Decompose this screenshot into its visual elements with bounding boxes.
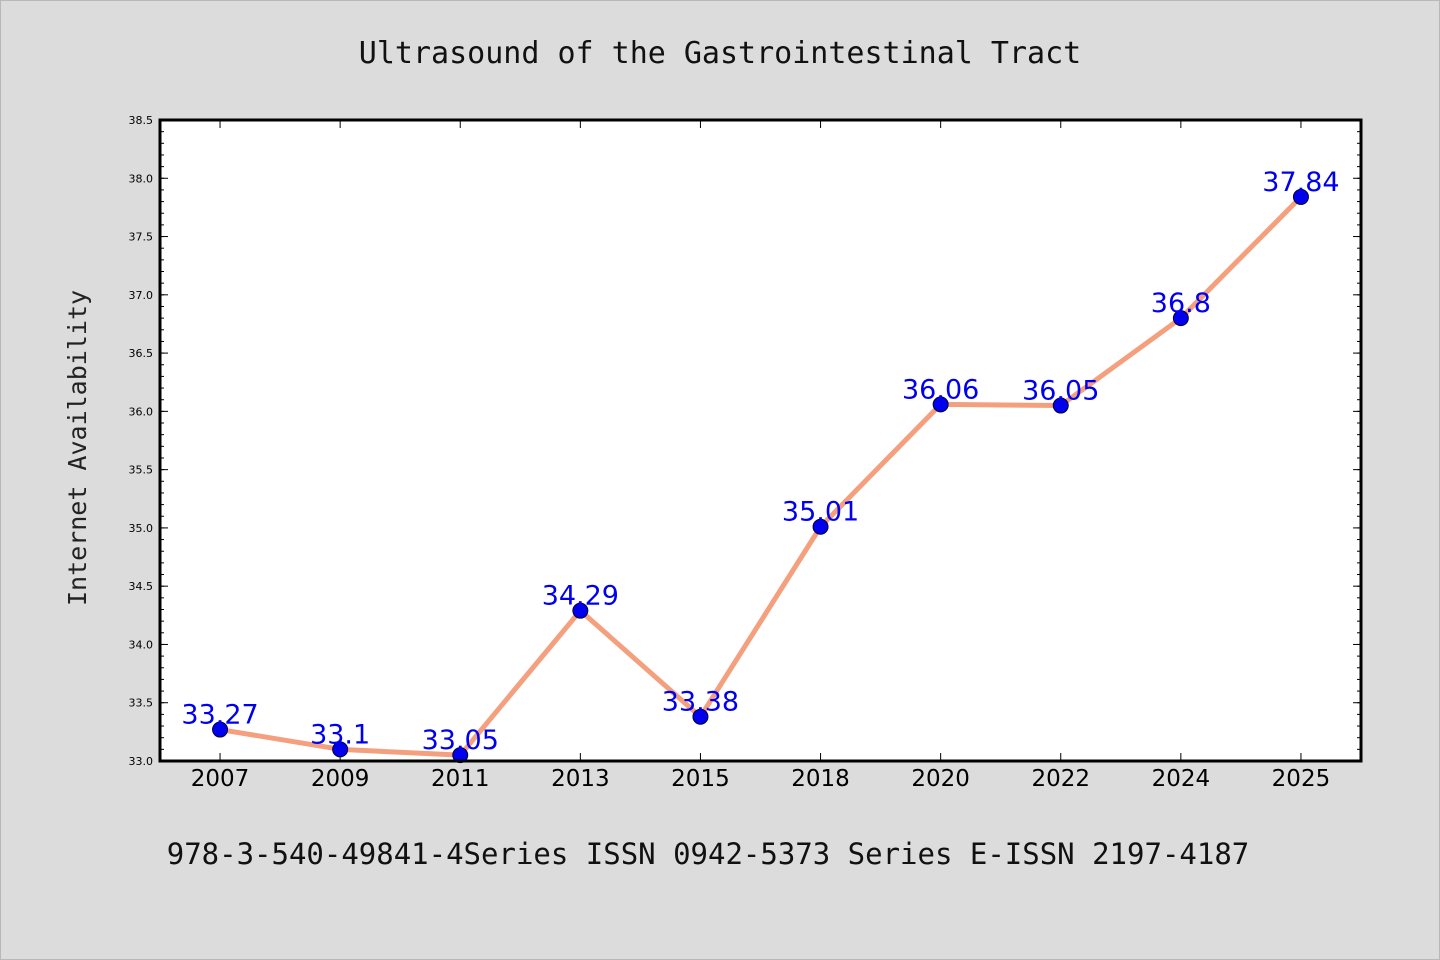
data-label: 35.01 bbox=[782, 497, 859, 528]
axis-ticks: 33.0 33.5 34.0 34.5 35.0 35.5 36.0 36.5 37.0 37.5… bbox=[129, 114, 1361, 792]
data-point bbox=[572, 602, 589, 619]
y-tick-label: 38.5 bbox=[129, 114, 154, 127]
y-tick-label: 36.0 bbox=[129, 405, 154, 418]
data-label: 33.05 bbox=[422, 725, 499, 756]
y-tick-label: 36.5 bbox=[129, 347, 154, 360]
x-tick-label: 2011 bbox=[431, 766, 490, 792]
data-point bbox=[932, 396, 949, 413]
x-tick-label: 2018 bbox=[791, 766, 850, 792]
x-tick-label: 2025 bbox=[1272, 766, 1331, 792]
data-label: 36.05 bbox=[1022, 376, 1099, 407]
x-tick-label: 2013 bbox=[551, 766, 610, 792]
y-axis-label: Internet Availability bbox=[63, 290, 92, 606]
data-label: 33.38 bbox=[662, 687, 739, 718]
data-point bbox=[812, 518, 829, 535]
data-label: 33.1 bbox=[310, 719, 370, 750]
x-tick-label: 2022 bbox=[1031, 766, 1090, 792]
data-labels: 33.27 33.1 33.05 34.29 33.38 35.01 36.06 36.05 3… bbox=[181, 167, 1339, 756]
data-label: 36.8 bbox=[1151, 288, 1211, 319]
x-tick-label: 2009 bbox=[311, 766, 370, 792]
y-tick-label: 34.5 bbox=[129, 580, 154, 593]
y-tick-label: 38.0 bbox=[129, 172, 154, 185]
data-label: 36.06 bbox=[902, 374, 979, 405]
data-point bbox=[1292, 188, 1309, 205]
data-point bbox=[452, 747, 469, 764]
x-tick-label: 2020 bbox=[911, 766, 970, 792]
y-tick-label: 37.0 bbox=[129, 289, 154, 302]
data-point bbox=[1052, 397, 1069, 414]
data-label: 37.84 bbox=[1262, 167, 1339, 198]
y-tick-label: 37.5 bbox=[129, 231, 154, 244]
x-tick-label: 2015 bbox=[671, 766, 730, 792]
data-point bbox=[332, 741, 349, 758]
data-point bbox=[1172, 310, 1189, 327]
y-tick-label: 33.0 bbox=[129, 755, 154, 768]
y-tick-label: 35.0 bbox=[129, 522, 154, 535]
data-label: 34.29 bbox=[542, 581, 619, 612]
x-tick-label: 2024 bbox=[1152, 766, 1211, 792]
x-tick-label: 2007 bbox=[191, 766, 250, 792]
y-tick-label: 33.5 bbox=[129, 697, 154, 710]
data-point bbox=[692, 708, 709, 725]
chart-title: Ultrasound of the Gastrointestinal Tract bbox=[359, 36, 1081, 71]
y-tick-label: 35.5 bbox=[129, 464, 154, 477]
series-layer bbox=[212, 188, 1309, 764]
data-point bbox=[212, 721, 229, 738]
data-label: 33.27 bbox=[181, 700, 258, 731]
plot-frame bbox=[158, 118, 1363, 763]
plot-area bbox=[160, 120, 1361, 761]
series-line bbox=[217, 194, 1304, 758]
footer-text: 978-3-540-49841-4Series ISSN 0942-5373 S… bbox=[167, 837, 1250, 871]
y-tick-label: 34.0 bbox=[129, 638, 154, 651]
